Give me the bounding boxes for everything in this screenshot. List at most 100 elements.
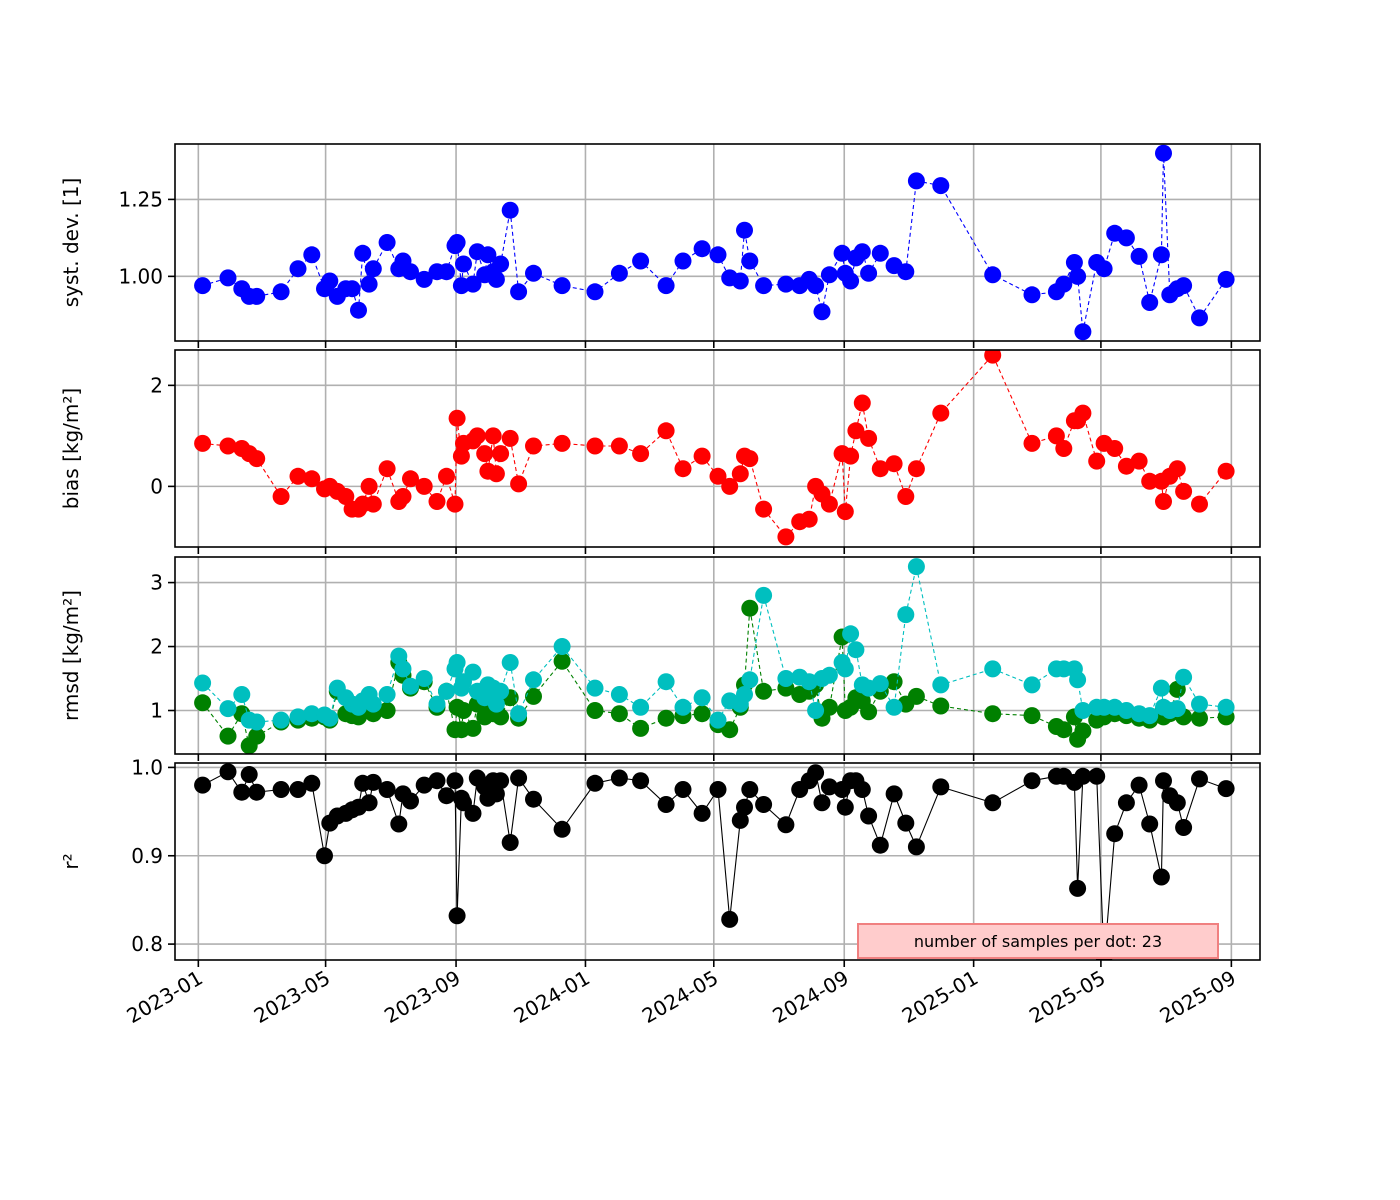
- data-point: [1141, 472, 1159, 490]
- data-point: [354, 244, 372, 262]
- data-point: [525, 437, 542, 455]
- data-point: [1055, 440, 1073, 457]
- data-point: [984, 350, 1002, 364]
- data-point: [820, 666, 838, 684]
- data-point: [464, 804, 482, 822]
- data-point: [820, 778, 838, 796]
- data-point: [479, 246, 497, 264]
- data-point: [272, 711, 290, 729]
- data-point: [741, 599, 759, 617]
- data-point: [492, 445, 510, 463]
- data-point: [452, 447, 470, 465]
- data-point: [721, 721, 739, 739]
- data-point: [731, 465, 749, 483]
- data-point: [360, 275, 378, 293]
- data-point: [1168, 794, 1186, 812]
- data-point: [492, 708, 510, 726]
- data-point: [1069, 671, 1087, 689]
- data-point: [446, 495, 464, 513]
- data-point: [820, 495, 838, 513]
- y-tick-label: 1.00: [118, 264, 163, 288]
- data-point: [415, 477, 433, 495]
- data-point: [1141, 815, 1159, 833]
- panel-3: 1 2 3 rmsd [kg/m²]: [59, 556, 1261, 761]
- data-point: [674, 460, 692, 478]
- data-point: [487, 695, 505, 713]
- data-point: [501, 834, 519, 851]
- y-tick-label: 2: [150, 635, 163, 659]
- data-point: [1130, 452, 1148, 470]
- data-point: [289, 467, 307, 485]
- y-axis-label: r²: [59, 853, 83, 869]
- data-point: [610, 769, 628, 787]
- data-point: [1130, 247, 1148, 265]
- samples-annotation: number of samples per dot: 23: [857, 923, 1219, 959]
- data-point: [194, 277, 212, 295]
- data-point: [194, 776, 212, 794]
- data-point: [1155, 493, 1172, 510]
- data-point: [378, 702, 396, 719]
- data-point: [741, 450, 759, 468]
- data-point: [755, 586, 773, 604]
- data-point: [731, 811, 749, 829]
- data-point: [316, 847, 333, 865]
- panel-1: 1.00 1.25 syst. dev. [1]: [59, 143, 1261, 348]
- data-point: [289, 708, 307, 726]
- data-point: [1023, 286, 1041, 304]
- data-point: [860, 703, 878, 721]
- data-point: [632, 445, 650, 463]
- y-tick-label: 1.0: [131, 755, 163, 779]
- data-point: [343, 280, 361, 298]
- data-point: [777, 816, 795, 834]
- y-tick-label: 1.25: [118, 187, 163, 211]
- data-point: [248, 287, 266, 305]
- data-point: [438, 682, 455, 700]
- data-point: [394, 660, 412, 678]
- data-point: [984, 705, 1002, 723]
- data-point: [364, 695, 382, 713]
- data-point: [586, 774, 604, 792]
- data-point: [586, 283, 604, 301]
- data-point: [248, 783, 266, 801]
- data-point: [693, 689, 711, 707]
- data-point: [1088, 767, 1106, 785]
- data-point: [350, 301, 367, 319]
- data-point: [897, 606, 915, 624]
- data-point: [674, 781, 692, 798]
- data-point: [378, 234, 396, 251]
- y-tick-label: 1: [150, 699, 163, 723]
- data-point: [657, 709, 675, 727]
- data-point: [219, 700, 237, 718]
- data-point: [731, 272, 749, 290]
- data-point: [402, 263, 419, 281]
- data-point: [932, 177, 950, 195]
- data-point: [836, 660, 854, 678]
- data-point: [842, 447, 860, 465]
- annotation-box: [857, 923, 1219, 959]
- data-point: [248, 713, 266, 731]
- data-point: [219, 269, 237, 287]
- data-point: [586, 679, 604, 697]
- data-point: [807, 702, 825, 719]
- data-point: [415, 776, 433, 794]
- series-1-line: [202, 771, 1227, 960]
- data-point: [897, 488, 915, 505]
- data-point: [1055, 721, 1073, 739]
- data-point: [525, 671, 542, 689]
- data-point: [1088, 452, 1106, 470]
- data-point: [984, 794, 1002, 812]
- data-point: [885, 455, 903, 473]
- data-point: [272, 781, 290, 798]
- data-point: [1047, 427, 1065, 445]
- data-point: [1074, 767, 1092, 785]
- data-point: [233, 686, 251, 703]
- data-point: [219, 437, 237, 455]
- data-point: [553, 652, 571, 670]
- y-tick-label: 0.8: [131, 932, 163, 956]
- data-point: [860, 429, 878, 447]
- data-point: [777, 528, 795, 546]
- data-point: [741, 781, 759, 798]
- data-point: [1141, 294, 1159, 311]
- data-point: [860, 264, 878, 282]
- data-point: [303, 774, 321, 792]
